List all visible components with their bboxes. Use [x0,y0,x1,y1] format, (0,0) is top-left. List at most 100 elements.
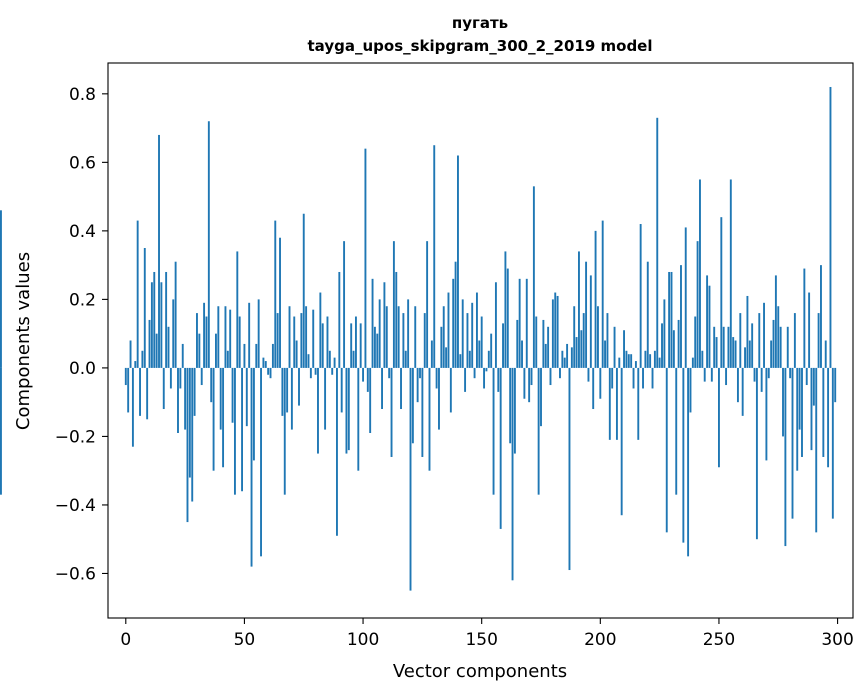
bar [739,313,742,368]
bar [760,367,763,392]
bar [305,306,308,368]
bar [468,350,471,368]
bar [540,367,542,427]
bar [504,251,507,368]
bar [461,299,464,368]
bar [307,354,310,368]
bar [668,271,671,368]
bar [250,367,253,567]
bar [665,367,668,533]
bar [827,367,830,468]
bar [582,313,585,368]
bar [326,316,329,368]
bar [801,367,803,457]
bar [511,367,514,581]
bar [473,367,476,379]
bar [634,361,637,368]
bar [786,326,789,368]
bar [155,333,158,368]
bar [544,343,547,368]
bar [753,367,756,382]
bar [594,230,597,368]
bar [397,306,400,368]
bar [141,350,144,368]
bar [373,326,376,368]
bar [803,268,806,368]
bar [699,179,701,368]
bar [625,350,628,368]
bar [670,271,673,368]
bar [490,333,493,368]
bar [483,367,486,389]
bar [181,343,184,368]
bar [566,343,569,368]
bar [371,278,374,368]
bar [146,367,149,420]
bar [613,326,616,368]
bar [217,306,220,368]
bar [359,323,362,368]
bar [191,367,194,502]
x-tick-label: 250 [703,630,735,650]
bar [271,343,274,368]
bar [421,367,424,457]
bar [442,306,445,368]
bar [703,367,706,382]
bar [706,275,709,368]
bar [433,145,436,368]
bar [338,271,341,368]
bar [713,326,716,368]
bar [549,367,552,386]
bar [822,367,825,457]
bar [354,316,357,368]
bar [658,357,661,368]
bar [177,367,179,433]
bar [340,367,343,413]
bar [219,367,222,430]
y-tick-label: −0.2 [55,427,96,447]
bar [402,313,405,368]
bar [592,367,595,410]
bar [808,292,811,368]
bar [279,237,281,368]
bar [188,367,191,478]
plot-area-frame [107,62,854,619]
bar [179,367,182,389]
bar [471,302,474,368]
bar [357,367,360,471]
bar [672,330,675,368]
bar [262,357,265,368]
bar [124,367,127,386]
bar [347,367,350,451]
y-tick-label: 0.6 [69,153,96,173]
bar [364,148,367,368]
bar [169,367,172,389]
bar [333,357,336,368]
bar [805,367,808,386]
bar [677,319,680,368]
bar [226,350,229,368]
bar [129,340,132,368]
bar [317,367,319,454]
bar [288,306,291,368]
bar [480,316,483,368]
bar [575,337,578,368]
bar [143,248,146,368]
bar [475,292,478,368]
bar [644,350,647,368]
bar [328,350,331,368]
bar [309,367,312,379]
bar [407,299,410,368]
bar [321,323,324,368]
bar [649,354,652,368]
bar [343,241,346,368]
bar [312,309,315,368]
bar [820,265,822,368]
bar [233,367,236,495]
bar [725,367,728,386]
y-axis-label: Components values [13,252,34,430]
bar [791,367,794,519]
bar [203,302,206,368]
bar [264,361,267,368]
